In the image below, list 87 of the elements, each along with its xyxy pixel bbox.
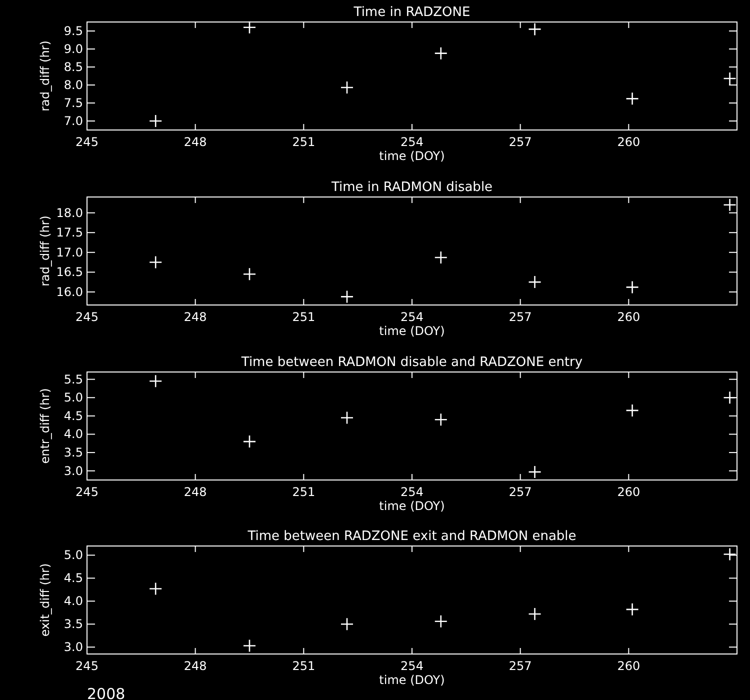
point — [434, 250, 448, 264]
x-tick-label: 260 — [617, 485, 640, 499]
x-tick-label: 260 — [617, 659, 640, 673]
y-axis-title: rad_diff (hr) — [38, 40, 52, 112]
x-tick-label: 257 — [508, 485, 532, 499]
x-tick-label: 251 — [292, 485, 316, 499]
x-tick-label: 254 — [400, 485, 424, 499]
y-axis-title: rad_diff (hr) — [38, 216, 52, 286]
point — [340, 80, 354, 94]
x-tick-label: 260 — [617, 135, 640, 149]
x-tick-label: 245 — [76, 310, 98, 324]
y-tick-label: 8.5 — [64, 60, 83, 74]
point — [528, 607, 542, 621]
point — [340, 411, 354, 424]
point — [340, 617, 354, 631]
y-axis-title: exit_diff (hr) — [38, 563, 52, 637]
chart-title: Time between RADMON disable and RADZONE entry — [240, 355, 583, 370]
x-tick-label: 251 — [292, 135, 316, 149]
point — [242, 639, 256, 652]
y-tick-label: 17.0 — [56, 245, 83, 260]
y-tick-label: 3.5 — [64, 446, 83, 460]
x-tick-label: 254 — [400, 310, 424, 324]
point — [242, 267, 256, 281]
point — [148, 374, 162, 388]
point — [148, 582, 162, 596]
point — [723, 548, 736, 561]
point — [528, 22, 542, 36]
y-tick-label: 5.0 — [64, 548, 83, 562]
y-tick-label: 3.0 — [64, 640, 83, 654]
x-tick-label: 245 — [76, 135, 98, 149]
y-tick-label: 3.5 — [64, 617, 83, 632]
chart-title: Time in RADMON disable — [330, 180, 493, 195]
point — [434, 614, 448, 628]
point — [242, 20, 256, 34]
x-tick-label: 248 — [184, 135, 207, 149]
x-axis-title: time (DOY) — [379, 499, 445, 513]
y-tick-label: 17.5 — [56, 226, 83, 240]
point — [528, 275, 542, 289]
x-tick-label: 251 — [292, 310, 316, 324]
y-tick-label: 5.5 — [64, 372, 83, 386]
y-tick-label: 9.5 — [64, 24, 83, 38]
y-tick-label: 4.5 — [64, 408, 83, 423]
y-tick-label: 16.5 — [56, 265, 83, 280]
x-axis-title: time (DOY) — [379, 324, 445, 338]
point — [148, 114, 162, 128]
x-tick-label: 248 — [184, 485, 207, 499]
point — [434, 46, 448, 60]
x-tick-label: 257 — [508, 310, 532, 324]
point — [434, 412, 448, 426]
point — [626, 92, 639, 106]
point — [528, 465, 542, 479]
x-tick-label: 254 — [400, 659, 424, 673]
y-tick-label: 18.0 — [56, 206, 83, 220]
x-tick-label: 251 — [292, 659, 316, 673]
y-tick-label: 9.0 — [64, 42, 83, 56]
x-tick-label: 248 — [184, 310, 207, 324]
point — [242, 434, 256, 448]
y-tick-label: 5.0 — [64, 390, 83, 405]
point — [723, 198, 736, 212]
y-axis-title: entr_diff (hr) — [38, 388, 52, 464]
x-tick-label: 248 — [184, 659, 207, 673]
point — [723, 72, 736, 86]
x-tick-label: 245 — [76, 659, 98, 673]
y-tick-label: 7.5 — [64, 96, 83, 110]
point — [626, 404, 639, 418]
y-tick-label: 4.0 — [64, 594, 83, 608]
x-tick-label: 257 — [508, 659, 532, 673]
y-tick-label: 16.0 — [56, 284, 83, 299]
point — [148, 256, 162, 269]
point — [723, 390, 736, 404]
point — [626, 602, 639, 616]
x-tick-label: 245 — [76, 485, 98, 499]
x-tick-label: 260 — [617, 310, 640, 324]
y-tick-label: 8.0 — [64, 78, 83, 92]
x-tick-label: 254 — [400, 135, 424, 149]
y-tick-label: 7.0 — [64, 114, 83, 128]
text: 2008 — [87, 685, 126, 700]
chart-title: Time in RADZONE — [352, 5, 470, 20]
chart-title: Time between RADZONE exit and RADMON enable — [246, 529, 576, 544]
point — [626, 280, 639, 294]
x-tick-label: 257 — [508, 135, 532, 149]
x-axis-title: time (DOY) — [379, 149, 445, 163]
y-tick-label: 4.0 — [64, 427, 83, 442]
x-axis-title: time (DOY) — [379, 673, 445, 687]
y-tick-label: 4.5 — [64, 571, 83, 586]
point — [340, 290, 354, 304]
y-tick-label: 3.0 — [64, 464, 83, 478]
